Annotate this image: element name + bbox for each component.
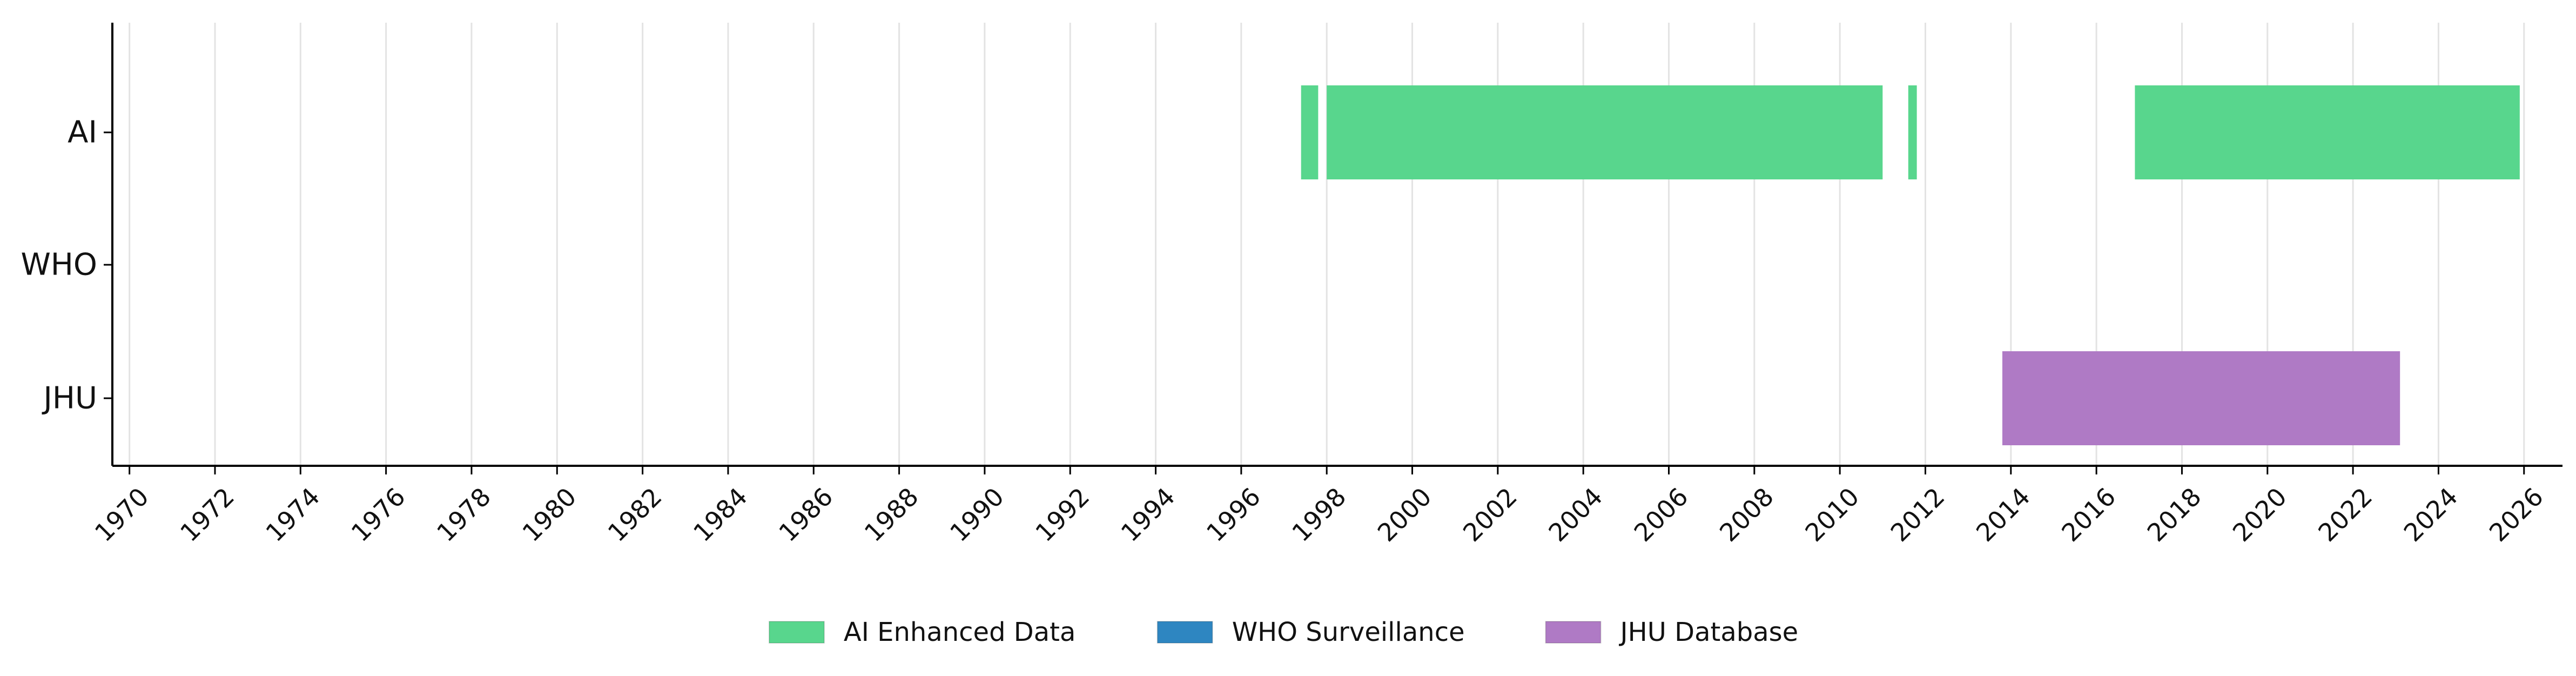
y-ticks-layer: AI WHO JHU (21, 115, 112, 416)
bar-segment (2135, 85, 2520, 179)
legend-label: JHU Database (1619, 617, 1799, 647)
y-tick-label: JHU (42, 381, 97, 416)
x-tick-label: 1986 (773, 482, 838, 547)
bar-segment (1908, 85, 1917, 179)
x-tick-label: 2026 (2484, 482, 2549, 547)
bar-segment (1301, 85, 1319, 179)
x-tick-label: 2004 (1543, 482, 1608, 547)
x-ticks-layer: 1970 1972 1974 1976 1978 1980 1982 1984 1986 1988… (89, 466, 2549, 547)
legend-label: AI Enhanced Data (844, 617, 1076, 647)
bar-segment (2002, 351, 2400, 445)
x-tick-label: 1984 (688, 482, 753, 547)
x-tick-label: 1996 (1201, 482, 1266, 547)
y-tick-label: AI (68, 115, 97, 150)
legend-swatch (1156, 621, 1213, 644)
x-tick-label: 2014 (1970, 482, 2036, 547)
x-tick-label: 1974 (260, 482, 325, 547)
x-tick-label: 2016 (2056, 482, 2121, 547)
x-tick-label: 1970 (89, 482, 154, 547)
x-tick-label: 2020 (2227, 482, 2292, 547)
x-tick-label: 2018 (2142, 482, 2207, 547)
x-tick-label: 1990 (944, 482, 1010, 547)
x-tick-label: 2012 (1885, 482, 1951, 547)
legend-swatch (768, 621, 825, 644)
x-tick-label: 1982 (602, 482, 668, 547)
x-tick-label: 1980 (516, 482, 582, 547)
x-tick-label: 1994 (1115, 482, 1181, 547)
legend: AI Enhanced Data WHO Surveillance JHU Data… (768, 617, 1799, 647)
axes-layer (111, 23, 2562, 467)
x-tick-label: 2010 (1799, 482, 1865, 547)
x-tick-label: 1972 (174, 482, 240, 547)
x-tick-label: 2006 (1629, 482, 1694, 547)
bar-segment (1327, 85, 1883, 179)
x-tick-label: 2024 (2398, 482, 2464, 547)
x-tick-label: 1988 (859, 482, 924, 547)
x-tick-label: 1992 (1030, 482, 1095, 547)
x-tick-label: 1998 (1286, 482, 1351, 547)
y-tick-label: WHO (21, 247, 97, 283)
x-tick-label: 2022 (2312, 482, 2378, 547)
x-tick-label: 2002 (1457, 482, 1523, 547)
x-tick-label: 1978 (431, 482, 496, 547)
x-tick-label: 1976 (346, 482, 411, 547)
legend-swatch (1545, 621, 1602, 644)
x-tick-label: 2000 (1372, 482, 1437, 547)
legend-label: WHO Surveillance (1232, 617, 1465, 647)
bars-layer (1301, 85, 2520, 445)
x-tick-label: 2008 (1714, 482, 1779, 547)
